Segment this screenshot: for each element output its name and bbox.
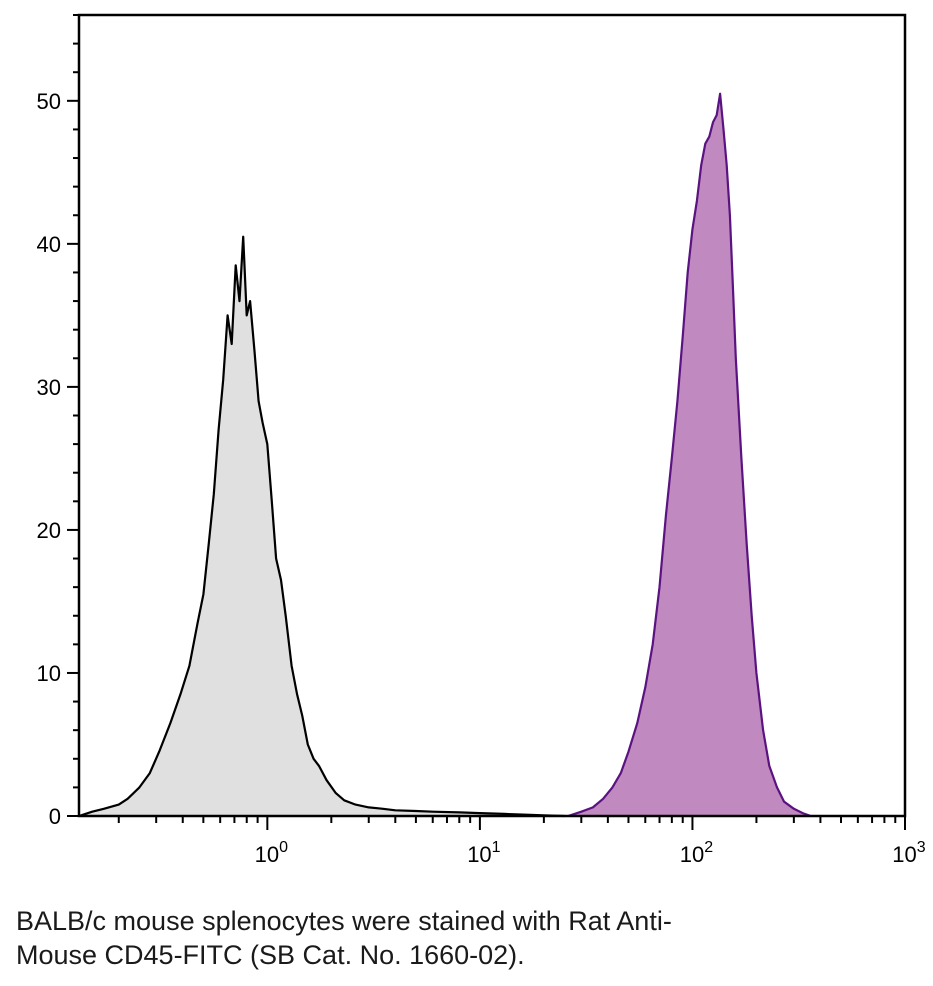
series-0-fill bbox=[79, 236, 565, 816]
series-0-line bbox=[78, 235, 565, 818]
y-axis: 0 10 20 30 40 50 bbox=[37, 14, 79, 829]
figure-caption: BALB/c mouse splenocytes were stained wi… bbox=[16, 904, 916, 972]
x-tick-label: 100 bbox=[255, 839, 288, 867]
series-1-line bbox=[567, 92, 812, 818]
y-tick-label: 0 bbox=[49, 804, 61, 829]
y-tick-label: 20 bbox=[37, 518, 61, 543]
y-tick-label: 10 bbox=[37, 661, 61, 686]
y-tick-label: 40 bbox=[37, 232, 61, 257]
caption-line-2: Mouse CD45-FITC (SB Cat. No. 1660-02). bbox=[16, 940, 525, 970]
histogram-chart: 0 10 20 30 40 50 100 101 102 103 bbox=[37, 13, 926, 867]
x-tick-label: 103 bbox=[892, 839, 925, 867]
y-tick-label: 50 bbox=[37, 89, 61, 114]
series-layer bbox=[78, 92, 812, 818]
y-tick-label: 30 bbox=[37, 375, 61, 400]
x-tick-label: 102 bbox=[680, 839, 713, 867]
series-1-fill bbox=[568, 93, 811, 816]
caption-line-1: BALB/c mouse splenocytes were stained wi… bbox=[16, 906, 672, 936]
x-tick-label: 101 bbox=[467, 839, 500, 867]
x-axis: 100 101 102 103 bbox=[117, 816, 926, 867]
